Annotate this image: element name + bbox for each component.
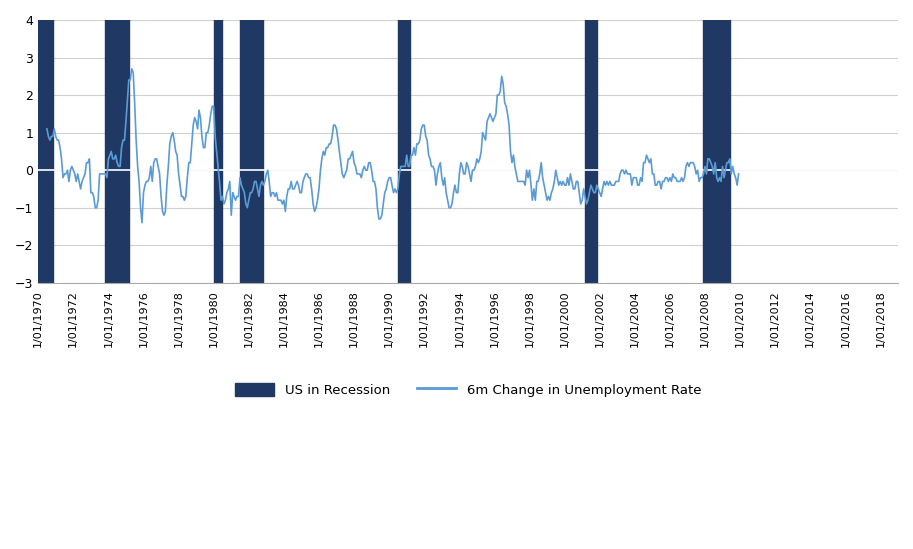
Legend: US in Recession, 6m Change in Unemployment Rate: US in Recession, 6m Change in Unemployme… [230, 378, 707, 402]
